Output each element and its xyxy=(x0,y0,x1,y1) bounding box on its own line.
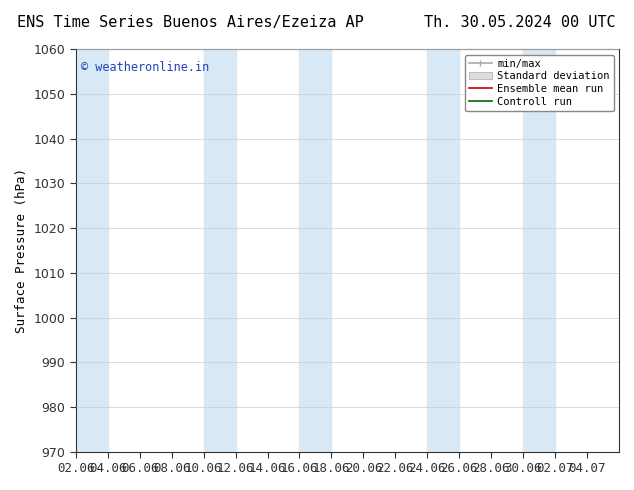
Text: Th. 30.05.2024 00 UTC: Th. 30.05.2024 00 UTC xyxy=(424,15,616,30)
Y-axis label: Surface Pressure (hPa): Surface Pressure (hPa) xyxy=(15,168,28,333)
Bar xyxy=(523,49,555,452)
Text: ENS Time Series Buenos Aires/Ezeiza AP: ENS Time Series Buenos Aires/Ezeiza AP xyxy=(17,15,363,30)
Bar xyxy=(204,49,236,452)
Bar xyxy=(76,49,108,452)
Bar xyxy=(427,49,459,452)
Legend: min/max, Standard deviation, Ensemble mean run, Controll run: min/max, Standard deviation, Ensemble me… xyxy=(465,54,614,111)
Bar xyxy=(299,49,332,452)
Text: © weatheronline.in: © weatheronline.in xyxy=(81,61,209,74)
